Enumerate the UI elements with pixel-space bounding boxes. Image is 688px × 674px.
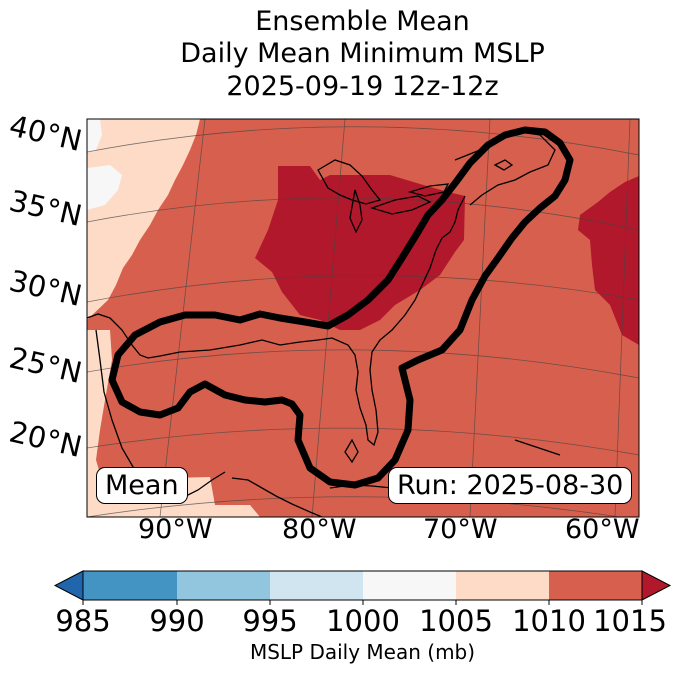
lon-label-60w: 60°W (565, 514, 640, 545)
mean-box: Mean (96, 467, 188, 504)
lon-label-70w: 70°W (423, 514, 498, 545)
pressure-field-over-1015-east-us (255, 166, 465, 330)
run-date-box: Run: 2025-08-30 (388, 467, 633, 504)
pressure-field-1000-1005 (87, 119, 102, 152)
map-frame (86, 118, 640, 518)
colorbar-bin-985-990 (83, 571, 177, 600)
map-area (87, 119, 639, 517)
colorbar-tick: 1000 (326, 604, 400, 638)
colorbar-under-triangle (53, 570, 84, 601)
colorbar-tick: 1005 (419, 604, 493, 638)
title-line-1: Ensemble Mean (255, 6, 470, 37)
pressure-field-1005-1010 (87, 119, 200, 320)
colorbar-tick: 995 (242, 604, 298, 638)
pressure-field-over-1015-atlantic (578, 176, 639, 345)
colorbar-bin-1010-1015 (549, 571, 642, 600)
pressure-field-1000-1005-b (87, 165, 122, 210)
colorbar (53, 570, 672, 605)
title-line-3: 2025-09-19 12z-12z (226, 71, 499, 102)
colorbar-tick: 985 (55, 604, 111, 638)
colorbar-over-triangle (641, 570, 672, 601)
colorbar-tick: 1015 (593, 604, 667, 638)
colorbar-bin-995-1000 (270, 571, 363, 600)
lon-label-80w: 80°W (282, 514, 357, 545)
colorbar-bin-1005-1010 (456, 571, 549, 600)
colorbar-tick: 1010 (512, 604, 586, 638)
colorbar-bin-1000-1005 (363, 571, 456, 600)
colorbar-tick: 990 (149, 604, 205, 638)
title-line-2: Daily Mean Minimum MSLP (180, 38, 545, 69)
mslp-contour-outline (108, 126, 574, 489)
colorbar-label: MSLP Daily Mean (mb) (249, 640, 476, 664)
colorbar-bin-990-995 (177, 571, 270, 600)
lon-label-90w: 90°W (138, 514, 213, 545)
